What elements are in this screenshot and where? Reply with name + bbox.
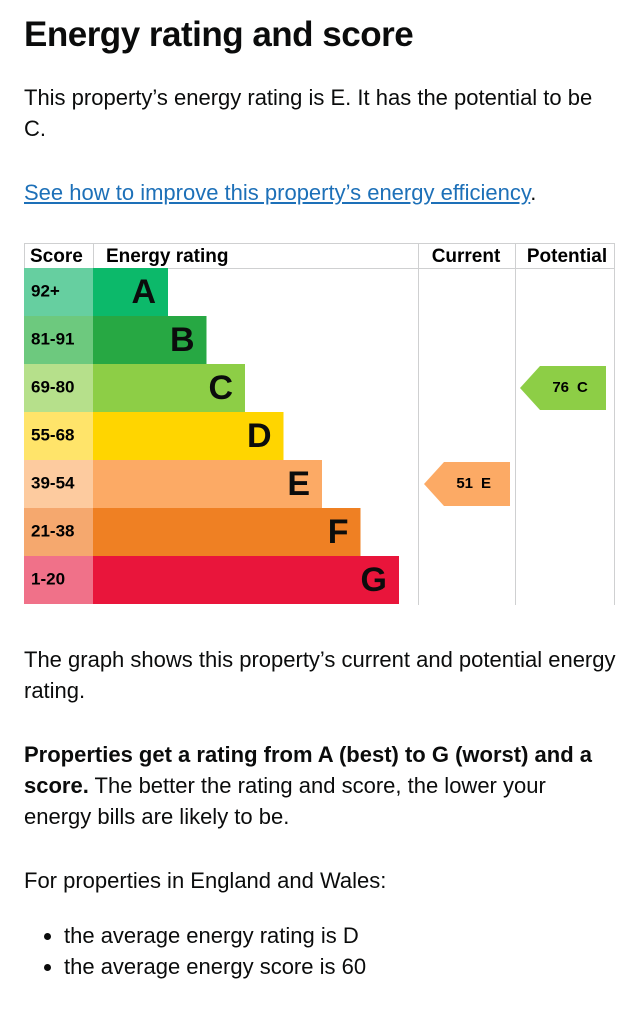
score-range: 39-54 xyxy=(31,473,75,492)
score-range: 69-80 xyxy=(31,377,74,396)
column-header: Current xyxy=(432,246,501,267)
averages-list: the average energy rating is D the avera… xyxy=(24,920,618,982)
link-after: . xyxy=(530,180,537,205)
energy-graph: Score Energy rating Current Potential 92+ A 81… xyxy=(24,243,615,605)
rating-letter: A xyxy=(131,273,156,311)
link-paragraph: See how to improve this property’s energ… xyxy=(24,177,618,208)
column-header: Potential xyxy=(527,246,607,267)
rating-letter: E xyxy=(287,465,310,503)
score-range: 81-91 xyxy=(31,329,74,348)
rating-info-rest: The better the rating and score, the low… xyxy=(24,773,546,829)
potential-score: 76 xyxy=(552,379,569,396)
heading: Energy rating and score xyxy=(24,15,414,54)
rating-letter: F xyxy=(328,513,349,551)
score-range: 92+ xyxy=(31,281,60,300)
column-header: Score xyxy=(30,246,83,267)
score-cell xyxy=(24,460,93,508)
score-cell xyxy=(24,364,93,412)
rating-letter: C xyxy=(208,369,233,407)
content: Energy rating and score This property’s … xyxy=(24,0,618,208)
rating-letter: B xyxy=(170,321,195,359)
score-cell xyxy=(24,268,93,316)
rating-info: Properties get a rating from A (best) to… xyxy=(24,739,618,832)
score-range: 55-68 xyxy=(31,425,74,444)
improve-link[interactable]: See how to improve this property’s energ… xyxy=(24,180,531,205)
rating-bar xyxy=(93,268,168,316)
region-intro: For properties in England and Wales: xyxy=(24,868,387,893)
potential-arrow xyxy=(520,366,606,410)
rating-bar xyxy=(93,508,361,556)
current-score: 51 xyxy=(456,475,473,492)
score-range: 21-38 xyxy=(31,521,74,540)
score-cell xyxy=(24,316,93,364)
current-arrow xyxy=(424,462,510,506)
rating-bar xyxy=(93,316,207,364)
after-graph: The graph shows this property’s current … xyxy=(24,644,618,982)
average-item: the average energy score is 60 xyxy=(64,951,618,982)
score-cell xyxy=(24,556,93,604)
column-header: Energy rating xyxy=(106,246,228,267)
potential-rating: C xyxy=(577,379,588,396)
rating-letter: G xyxy=(361,561,387,599)
score-cell xyxy=(24,412,93,460)
rating-bar xyxy=(93,460,322,508)
rating-bar xyxy=(93,412,284,460)
score-range: 1-20 xyxy=(31,569,65,588)
graph-note: The graph shows this property’s current … xyxy=(24,647,616,703)
current-rating: E xyxy=(481,475,491,492)
rating-info-bold: Properties get a rating from A (best) to… xyxy=(24,742,592,798)
score-cell xyxy=(24,508,93,556)
rating-bar xyxy=(93,364,245,412)
rating-bar xyxy=(93,556,399,604)
rating-letter: D xyxy=(247,417,272,455)
average-item: the average energy rating is D xyxy=(64,920,618,951)
intro: This property’s energy rating is E. It h… xyxy=(24,85,593,141)
